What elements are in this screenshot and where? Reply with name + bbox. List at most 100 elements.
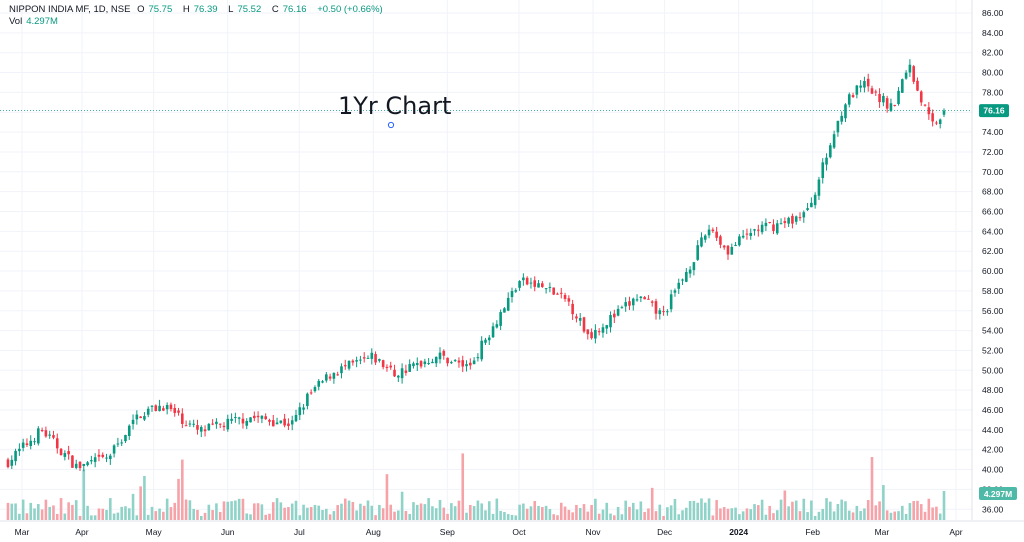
volume-bar [840,499,843,520]
candle-body [847,94,851,105]
volume-bar [813,515,817,520]
volume-bar [832,511,836,520]
time-axis[interactable] [0,521,972,542]
volume-bar [10,503,14,520]
candle-body [916,80,919,91]
volume-bar [408,513,411,520]
volume-bar [503,512,506,520]
volume-bar [692,500,696,520]
candle-body [639,296,643,299]
candle-body [313,387,317,392]
candle-body [620,307,624,309]
candle-body [817,179,821,196]
volume-bar [654,511,658,520]
volume-bar [719,508,722,520]
candle-body [525,277,529,285]
candle-body [461,360,465,367]
chart-annotation-text[interactable]: 1Yr Chart [338,92,452,120]
candle-body [529,282,533,284]
volume-bar [71,504,74,520]
volume-bar [313,504,317,520]
volume-bar [541,507,544,520]
price-tick-label: 42.00 [982,445,1004,455]
candle-body [571,303,574,315]
symbol-name[interactable]: NIPPON INDIA MF, 1D, NSE [9,4,131,15]
volume-bar [230,501,233,520]
candle-body [768,222,771,224]
candle-body [260,415,264,419]
candle-body [703,235,707,240]
candle-body [631,298,635,306]
volume-bar [400,491,404,520]
volume-bar [866,499,870,520]
time-tick-label: Oct [512,527,526,537]
volume-bar [624,500,627,520]
candle-body [810,202,813,208]
candle-body [696,245,699,260]
volume-bar [658,504,662,520]
candle-body [647,298,650,300]
volume-legend[interactable]: Vol 4.297M [9,16,58,27]
candle-body [29,440,33,447]
volume-bar [476,500,480,520]
candle-body [226,418,230,430]
volume-bar [643,511,646,520]
price-axis[interactable] [972,0,1024,520]
volume-bar [97,508,101,520]
volume-bar [594,498,597,520]
candle-body [487,337,491,341]
volume-bar [647,508,650,520]
candle-body [74,463,78,468]
candle-body [863,81,866,88]
candle-body [738,236,741,246]
volume-bar [597,513,601,520]
candle-body [385,366,389,369]
volume-bar [764,514,768,520]
candle-body [207,424,211,431]
volume-bar [188,500,192,520]
time-axis-ticks: Mar Apr May Jun Jul Aug Sep Oct Nov Dec 2024 Feb Mar… [15,527,963,537]
volume-bar [67,502,70,520]
candle-body [165,404,169,410]
volume-bar [450,503,453,520]
candle-body [18,448,21,452]
candle-body [772,224,775,231]
volume-bar [150,506,154,520]
volume-bar [586,511,590,520]
volume-bar [90,515,93,520]
candle-body [442,350,446,356]
candle-body [465,364,468,367]
volume-bar [328,514,332,520]
annotation-anchor-icon[interactable] [387,121,395,129]
volume-bar [734,507,737,520]
symbol-legend[interactable]: NIPPON INDIA MF, 1D, NSE O 75.75 H 76.39 L… [9,4,387,15]
volume-bar [374,515,377,520]
candle-body [154,405,158,411]
candle-body [370,352,374,359]
candle-body [336,374,339,376]
price-tick-label: 82.00 [982,48,1004,58]
candle-body [753,229,756,231]
candle-body [923,104,927,106]
volume-bar [302,504,305,520]
volume-bar [112,513,116,520]
candle-body [658,310,662,315]
candle-body [503,308,506,313]
candle-body [283,418,286,426]
candle-body [908,64,912,73]
volume-bar [309,507,313,520]
volume-bar [298,515,302,520]
candle-body [389,365,393,368]
candle-body [44,430,48,437]
candle-body [866,78,870,87]
candle-body [719,236,722,245]
volume-bar [669,505,673,520]
candle-body [760,224,764,233]
candle-body [575,316,578,319]
volume-bar [810,500,813,520]
volume-bar [613,515,616,520]
volume-bar [775,510,779,520]
volume-bar [86,505,89,520]
price-tick-label: 86.00 [982,8,1004,18]
